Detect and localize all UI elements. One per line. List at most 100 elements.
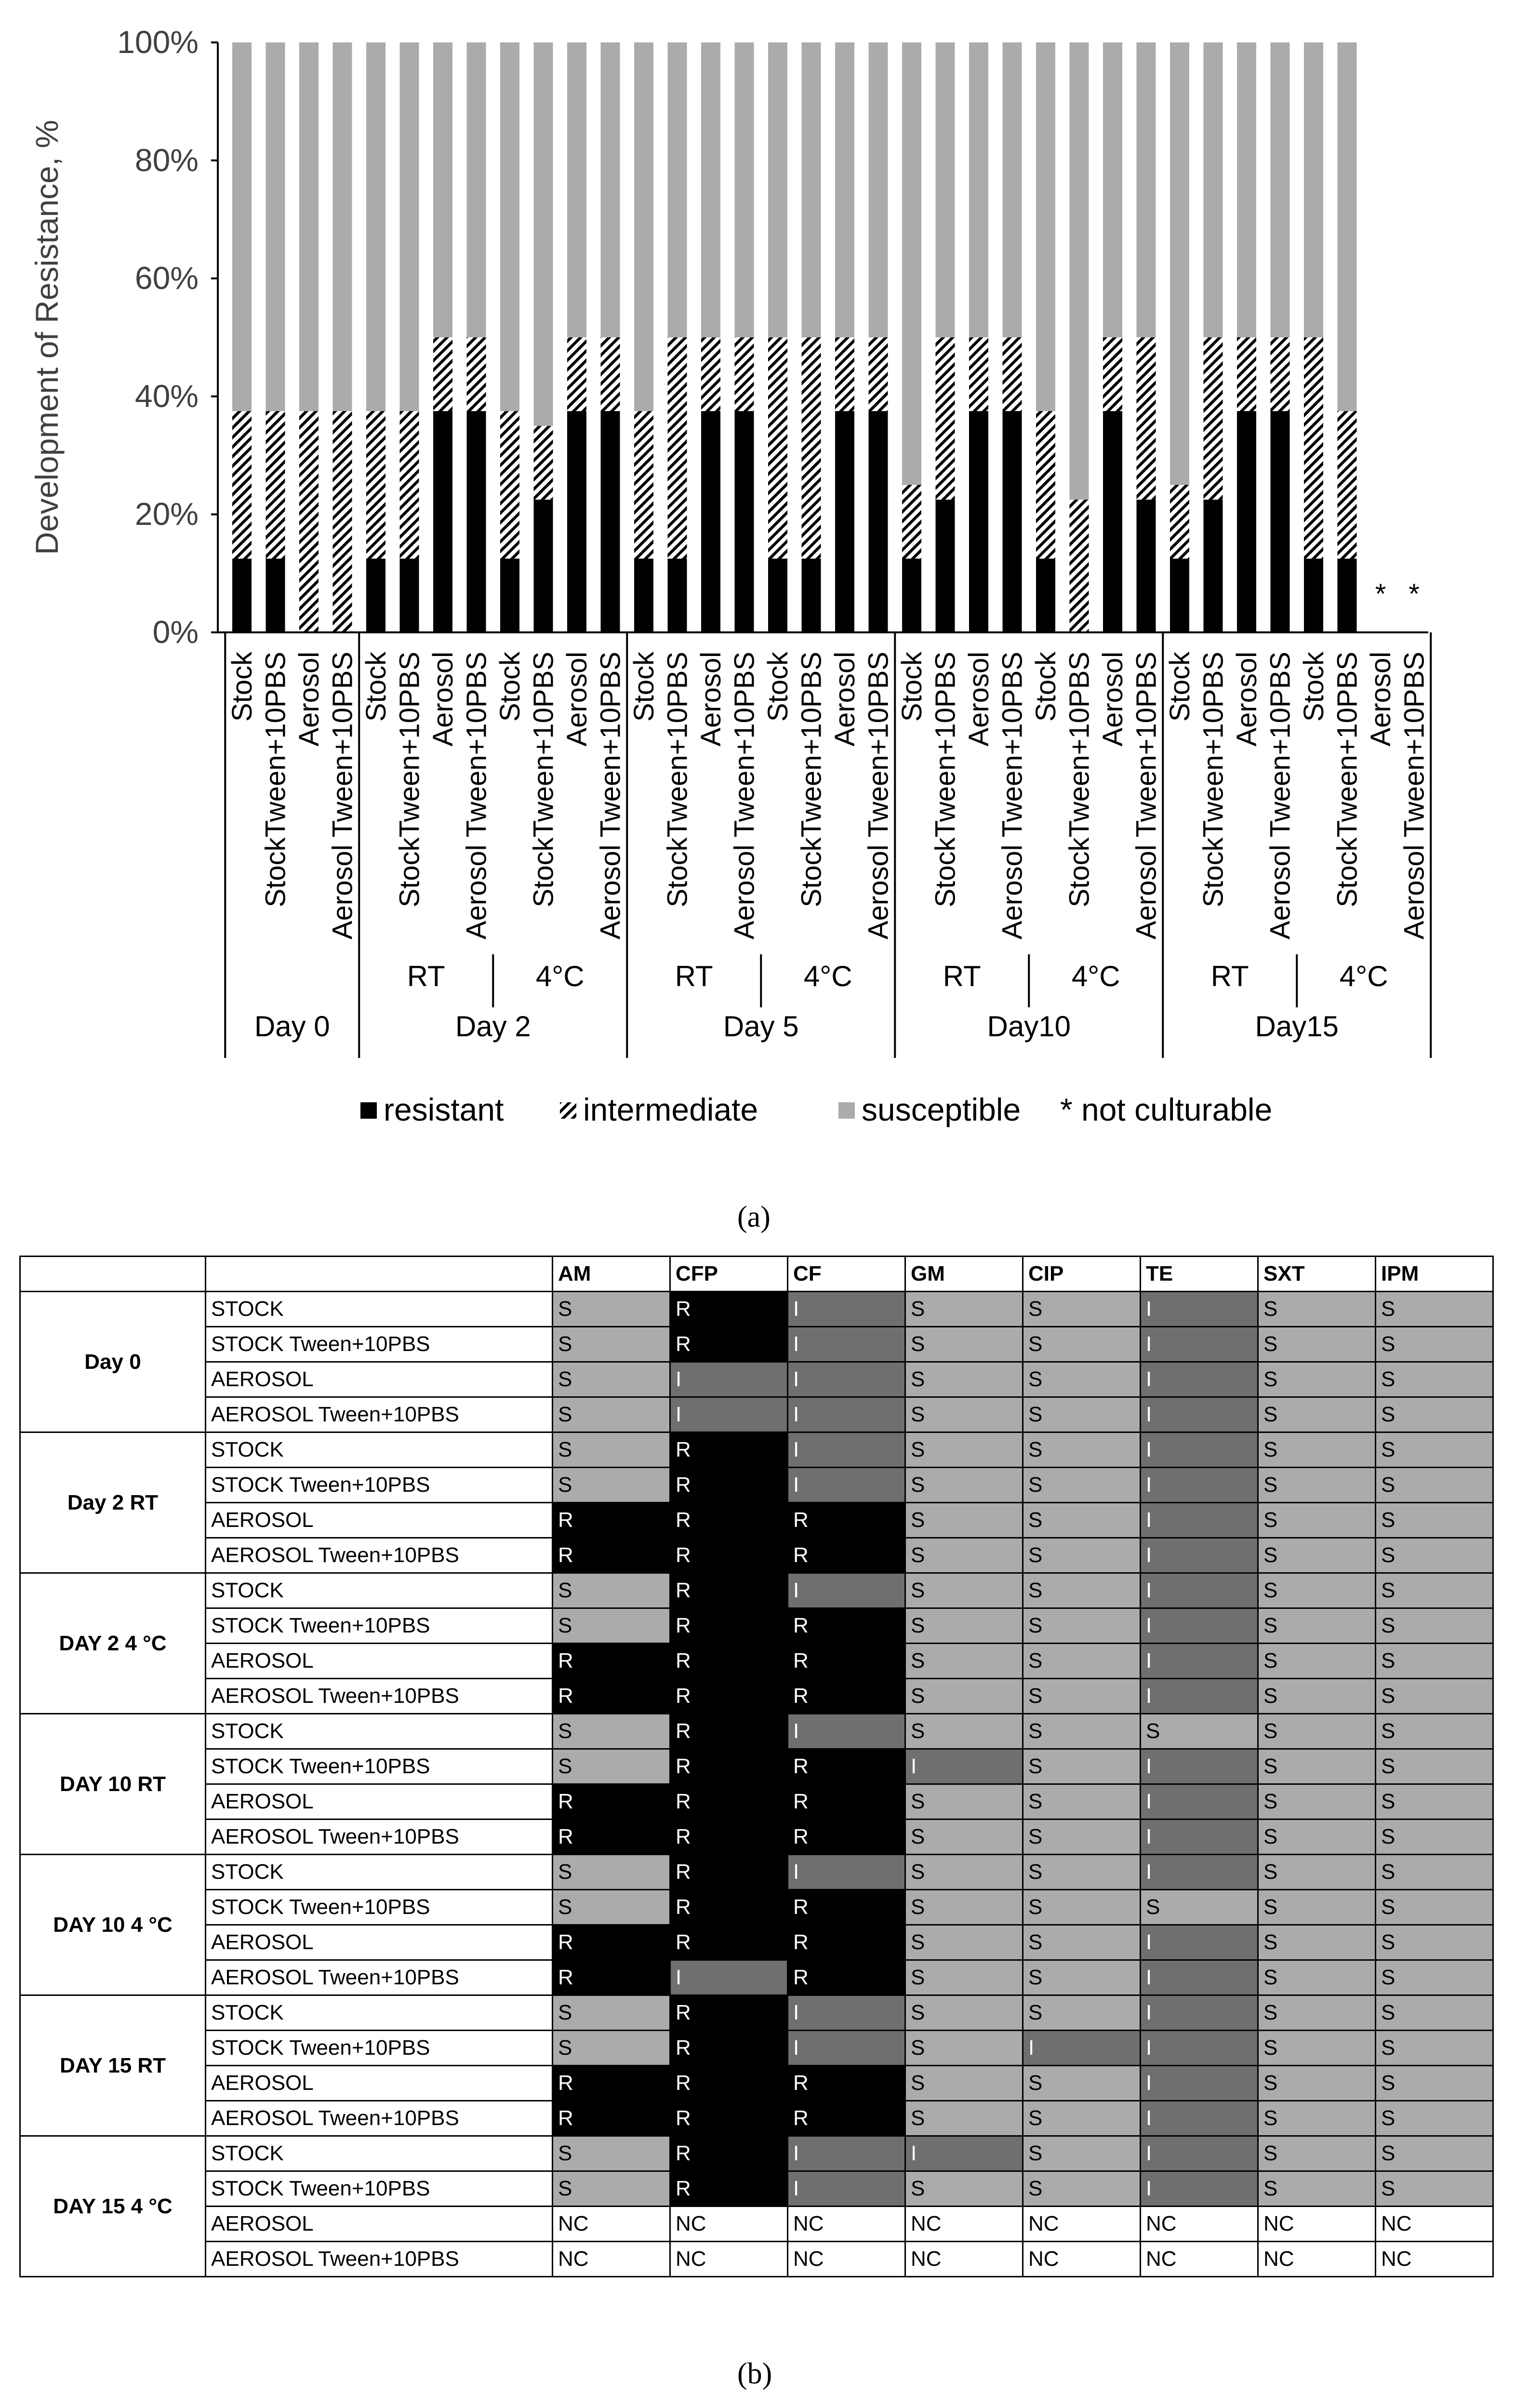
bar-intermediate <box>1002 337 1022 411</box>
table-row: AEROSOL R R R S S I S S <box>20 1783 1494 1820</box>
bar-intermediate <box>935 337 955 500</box>
resistance-table: AM CFP CF GM CIP TE SXT IPM Day 0 STOCK S R I S S I S S S… <box>19 1256 1494 2277</box>
sample-cell: STOCK Tween+10PBS <box>205 1889 553 1926</box>
result-cell: S <box>1022 1396 1141 1433</box>
result-cell: I <box>1140 1361 1259 1398</box>
result-cell: S <box>1022 1361 1141 1398</box>
day-group-label: Day 2 <box>455 1010 531 1043</box>
result-cell: S <box>904 2065 1023 2101</box>
result-cell: I <box>1140 1854 1259 1890</box>
bar-susceptible <box>768 42 787 337</box>
x-tick-label: Stock <box>1030 651 1062 722</box>
table-header-blank <box>19 1256 206 1292</box>
result-cell: I <box>1140 1431 1259 1468</box>
result-cell: S <box>552 1361 671 1398</box>
result-cell: I <box>1140 2100 1259 2137</box>
result-cell: S <box>1022 1607 1141 1644</box>
result-cell: I <box>787 1572 906 1609</box>
x-tick-label: Aerosol <box>963 652 995 747</box>
condition-group-label: RT <box>1211 960 1249 992</box>
result-cell: I <box>787 2135 906 2172</box>
bar-intermediate <box>332 411 352 632</box>
condition-group-label: 4°C <box>1072 960 1120 992</box>
y-tick-label: 60% <box>135 260 199 296</box>
bar-intermediate <box>1170 485 1189 559</box>
bar-resistant <box>600 411 620 632</box>
bar-resistant <box>433 411 452 632</box>
sample-cell: STOCK Tween+10PBS <box>205 2030 553 2066</box>
x-tick-label: Aerosol Tween+10PBS <box>1131 652 1162 939</box>
legend-swatch-resistant <box>360 1102 377 1119</box>
result-cell: S <box>1257 2030 1376 2066</box>
bar-susceptible <box>399 42 419 411</box>
result-cell: S <box>552 1889 671 1926</box>
result-cell: I <box>669 1959 788 1996</box>
result-cell: S <box>1375 1889 1494 1926</box>
bar-intermediate <box>1270 337 1290 411</box>
result-cell: R <box>787 2065 906 2101</box>
result-cell: R <box>669 1291 788 1327</box>
result-cell: I <box>669 1396 788 1433</box>
result-cell: R <box>669 1678 788 1714</box>
result-cell: I <box>904 2135 1023 2172</box>
result-cell: I <box>787 1467 906 1503</box>
sample-cell: AEROSOL <box>205 1924 553 1961</box>
result-cell: S <box>1375 1783 1494 1820</box>
result-cell: NC <box>669 2206 788 2242</box>
bar-susceptible <box>868 42 888 337</box>
x-tick-label: Aerosol <box>1231 652 1262 747</box>
result-cell: I <box>904 1748 1023 1785</box>
y-tick-label: 0% <box>153 614 199 650</box>
bar-intermediate <box>902 485 921 559</box>
table-header-sxt: SXT <box>1257 1256 1376 1292</box>
table-header-cf: CF <box>787 1256 906 1292</box>
result-cell: I <box>1140 1326 1259 1363</box>
result-cell: R <box>787 1607 906 1644</box>
result-cell: R <box>552 2065 671 2101</box>
table-row: STOCK Tween+10PBS S R I S S I S S <box>20 1467 1494 1503</box>
result-cell: S <box>552 2170 671 2207</box>
result-cell: R <box>787 1924 906 1961</box>
result-cell: S <box>1375 1678 1494 1714</box>
x-tick-label: Stock <box>494 651 526 722</box>
bar-intermediate <box>868 337 888 411</box>
bar-susceptible <box>1069 42 1089 500</box>
result-cell: R <box>669 1994 788 2031</box>
result-cell: I <box>1140 1924 1259 1961</box>
sample-cell: STOCK Tween+10PBS <box>205 1467 553 1503</box>
y-tick-label: 100% <box>117 24 199 60</box>
result-cell: S <box>1375 1959 1494 1996</box>
day-group-label: Day 5 <box>723 1010 799 1043</box>
result-cell: S <box>1022 1643 1141 1679</box>
result-cell: R <box>669 1713 788 1750</box>
result-cell: S <box>1257 1291 1376 1327</box>
result-cell: S <box>1257 1959 1376 1996</box>
result-cell: I <box>787 1361 906 1398</box>
result-cell: S <box>1375 2065 1494 2101</box>
bar-intermediate <box>266 411 285 559</box>
x-tick-label: Stock <box>628 651 660 722</box>
x-tick-label: Aerosol Tween+10PBS <box>327 652 359 939</box>
bar-resistant <box>1103 411 1122 632</box>
result-cell: S <box>1022 1502 1141 1538</box>
result-cell: S <box>904 1643 1023 1679</box>
bar-susceptible <box>366 42 385 411</box>
x-tick-label: Aerosol <box>561 652 593 747</box>
bar-resistant <box>1337 559 1357 632</box>
result-cell: I <box>787 1396 906 1433</box>
x-tick-label: Aerosol Tween+10PBS <box>1265 652 1296 939</box>
result-cell: NC <box>669 2241 788 2277</box>
bar-resistant <box>1036 559 1055 632</box>
bar-intermediate <box>1203 337 1223 500</box>
result-cell: I <box>1140 1396 1259 1433</box>
bar-resistant <box>768 559 787 632</box>
result-cell: S <box>1257 1326 1376 1363</box>
bar-resistant <box>466 411 486 632</box>
bar-susceptible <box>1170 42 1189 485</box>
bar-susceptible <box>935 42 955 337</box>
result-cell: R <box>669 1537 788 1574</box>
sample-cell: AEROSOL Tween+10PBS <box>205 2241 553 2277</box>
result-cell: R <box>552 1502 671 1538</box>
result-cell: S <box>1257 1783 1376 1820</box>
result-cell: I <box>1140 1291 1259 1327</box>
